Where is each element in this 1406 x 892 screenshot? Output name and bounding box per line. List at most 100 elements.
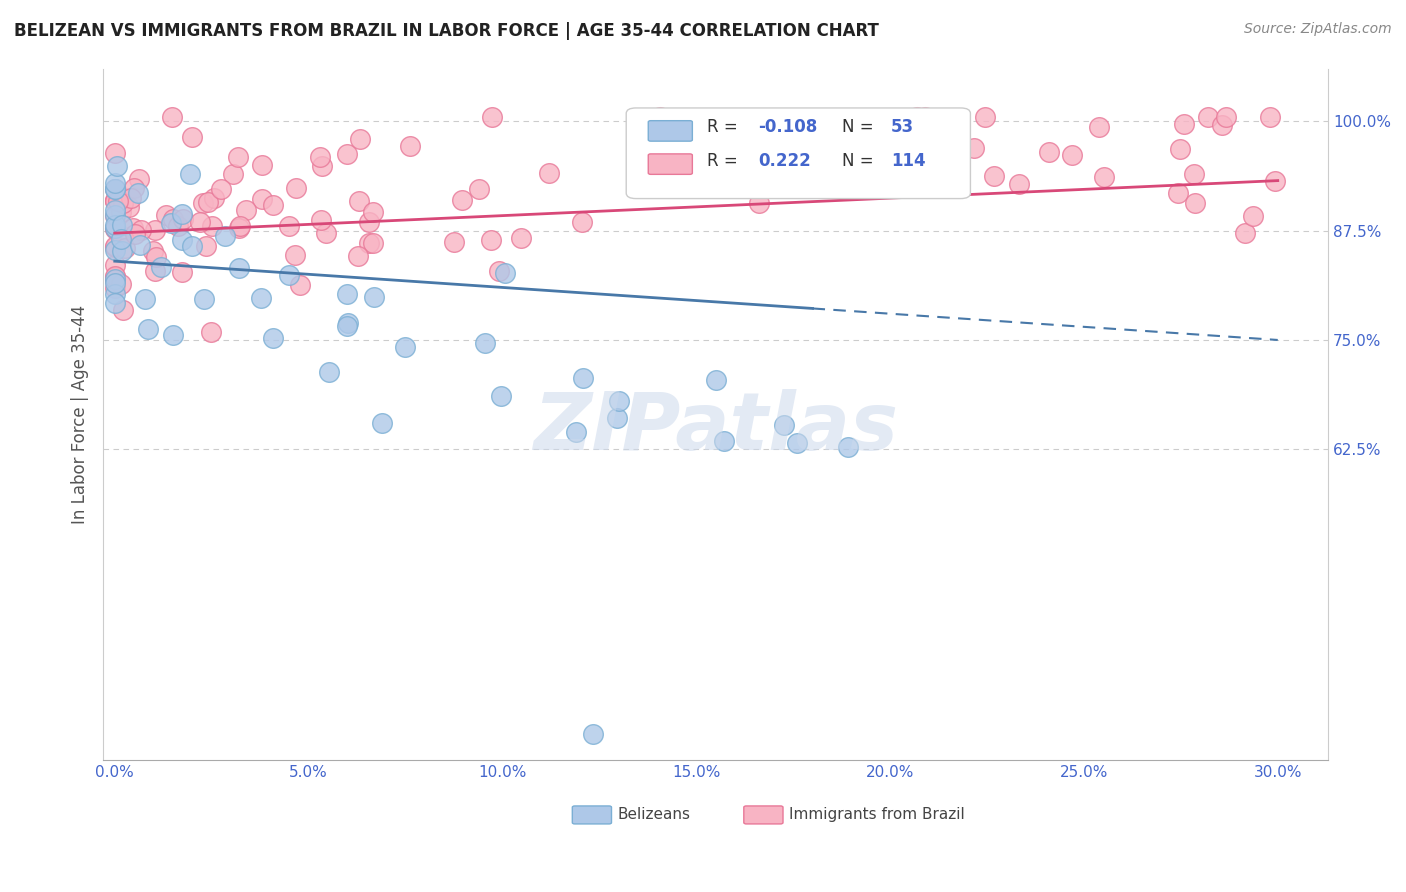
Point [704, 373, 727, 387]
Point [228, 221, 250, 235]
Point [571, 371, 593, 385]
Point [214, 229, 236, 244]
Point [481, 233, 503, 247]
Point [118, 200, 141, 214]
Point [145, 250, 167, 264]
Point [200, 325, 222, 339]
Point [159, 216, 181, 230]
Point [607, 394, 630, 409]
Point [111, 219, 134, 233]
Point [361, 204, 384, 219]
Text: BELIZEAN VS IMMIGRANTS FROM BRAZIL IN LABOR FORCE | AGE 35-44 CORRELATION CHART: BELIZEAN VS IMMIGRANTS FROM BRAZIL IN LA… [14, 22, 879, 40]
Point [336, 318, 359, 333]
Point [837, 440, 859, 454]
Text: 114: 114 [891, 152, 925, 169]
Point [104, 208, 127, 222]
Text: N =: N = [842, 119, 879, 136]
Point [226, 151, 249, 165]
Point [1167, 186, 1189, 200]
Text: Belizeans: Belizeans [617, 807, 690, 822]
Point [1215, 110, 1237, 124]
Point [104, 145, 127, 160]
Point [104, 210, 127, 224]
Point [1094, 170, 1116, 185]
Point [252, 158, 274, 172]
Point [209, 182, 232, 196]
FancyBboxPatch shape [626, 108, 970, 199]
Point [104, 182, 127, 196]
Point [581, 727, 603, 741]
Point [983, 169, 1005, 183]
Point [104, 281, 127, 295]
Point [172, 233, 194, 247]
Text: -0.108: -0.108 [758, 119, 818, 136]
Point [201, 219, 224, 233]
Point [278, 268, 301, 283]
Point [129, 238, 152, 252]
Point [1234, 226, 1257, 240]
Point [105, 159, 128, 173]
Point [104, 238, 127, 252]
Point [311, 159, 333, 173]
Point [104, 269, 127, 284]
Point [155, 208, 177, 222]
Point [747, 158, 769, 172]
Point [893, 112, 915, 126]
Point [104, 182, 127, 196]
Point [180, 130, 202, 145]
Point [1258, 110, 1281, 124]
Point [371, 416, 394, 430]
Text: Source: ZipAtlas.com: Source: ZipAtlas.com [1244, 22, 1392, 37]
Point [136, 322, 159, 336]
FancyBboxPatch shape [648, 154, 692, 174]
Point [121, 191, 143, 205]
Point [121, 221, 143, 235]
Point [143, 223, 166, 237]
Point [104, 296, 127, 310]
Point [284, 248, 307, 262]
Point [191, 196, 214, 211]
Point [1060, 148, 1083, 162]
Point [1197, 110, 1219, 124]
Point [104, 273, 127, 287]
Point [143, 264, 166, 278]
Point [359, 215, 381, 229]
Point [564, 425, 586, 439]
Point [494, 266, 516, 280]
Point [150, 260, 173, 274]
Point [104, 221, 127, 235]
Point [162, 211, 184, 226]
Point [110, 204, 132, 219]
Point [128, 172, 150, 186]
Point [347, 194, 370, 208]
Point [229, 219, 252, 234]
Point [104, 272, 127, 286]
Point [111, 195, 134, 210]
Point [129, 223, 152, 237]
Point [235, 203, 257, 218]
Text: Immigrants from Brazil: Immigrants from Brazil [789, 807, 965, 822]
Point [104, 182, 127, 196]
Point [679, 153, 702, 167]
Point [1173, 117, 1195, 131]
Point [290, 278, 312, 293]
Point [250, 292, 273, 306]
Point [489, 388, 512, 402]
Point [262, 198, 284, 212]
Point [394, 340, 416, 354]
Point [104, 239, 127, 253]
Point [284, 180, 307, 194]
Point [172, 211, 194, 226]
Point [108, 187, 131, 202]
Point [336, 286, 359, 301]
Point [111, 228, 134, 243]
Point [104, 258, 127, 272]
Point [786, 436, 808, 450]
Point [1038, 145, 1060, 159]
Point [474, 335, 496, 350]
Point [713, 434, 735, 448]
Point [309, 151, 332, 165]
Point [104, 176, 127, 190]
Point [1170, 142, 1192, 156]
Point [262, 331, 284, 345]
